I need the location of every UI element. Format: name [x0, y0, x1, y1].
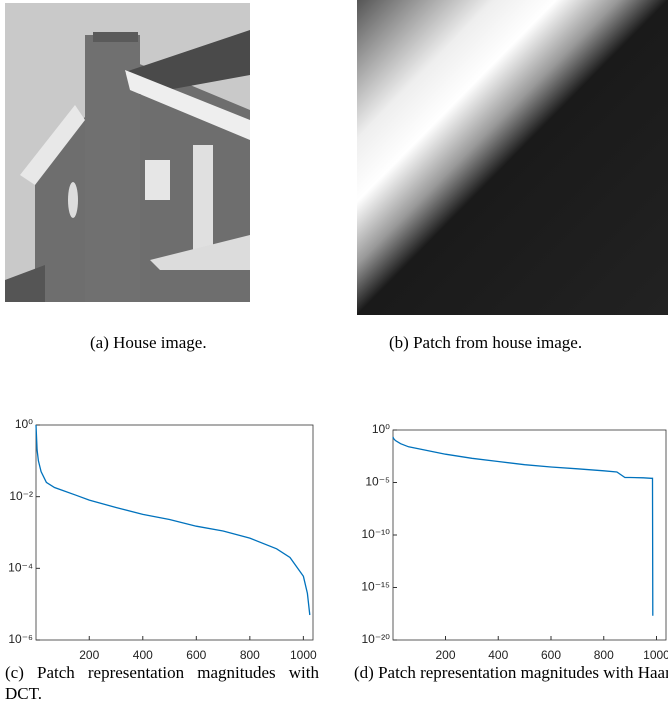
caption-b: (b) Patch from house image. [389, 333, 583, 352]
x-tick-label: 1000 [643, 648, 668, 662]
x-tick-label: 200 [79, 648, 99, 662]
plot-frame [35, 424, 314, 641]
x-tick-label: 400 [488, 648, 508, 662]
y-tick-label: 10⁻¹⁵ [361, 580, 390, 594]
caption-d: (d) Patch representation magnitudes with… [354, 663, 668, 682]
plot-frame [392, 429, 667, 641]
data-line [35, 424, 311, 616]
x-tick-label: 400 [133, 648, 153, 662]
x-tick-label: 600 [541, 648, 561, 662]
house-image [5, 3, 250, 302]
y-tick-label: 10⁻⁴ [8, 561, 33, 575]
y-tick-label: 10⁻¹⁰ [362, 527, 391, 541]
x-tick-label: 600 [186, 648, 206, 662]
x-tick-label: 800 [594, 648, 614, 662]
patch-image [357, 0, 668, 315]
y-tick-label: 10⁻⁶ [8, 632, 33, 646]
x-tick-label: 800 [240, 648, 260, 662]
y-tick-label: 10⁻⁵ [365, 475, 390, 489]
x-tick-label: 200 [435, 648, 455, 662]
y-tick-label: 10⁻²⁰ [362, 632, 391, 646]
caption-a: (a) House image. [90, 333, 207, 352]
x-tick-label: 1000 [290, 648, 317, 662]
y-tick-label: 10⁻² [9, 489, 33, 503]
y-tick-label: 10⁰ [372, 422, 390, 436]
y-tick-label: 10⁰ [15, 417, 33, 431]
data-line [392, 436, 654, 616]
caption-c: (c) Patch representation magnitudes with… [5, 663, 319, 703]
